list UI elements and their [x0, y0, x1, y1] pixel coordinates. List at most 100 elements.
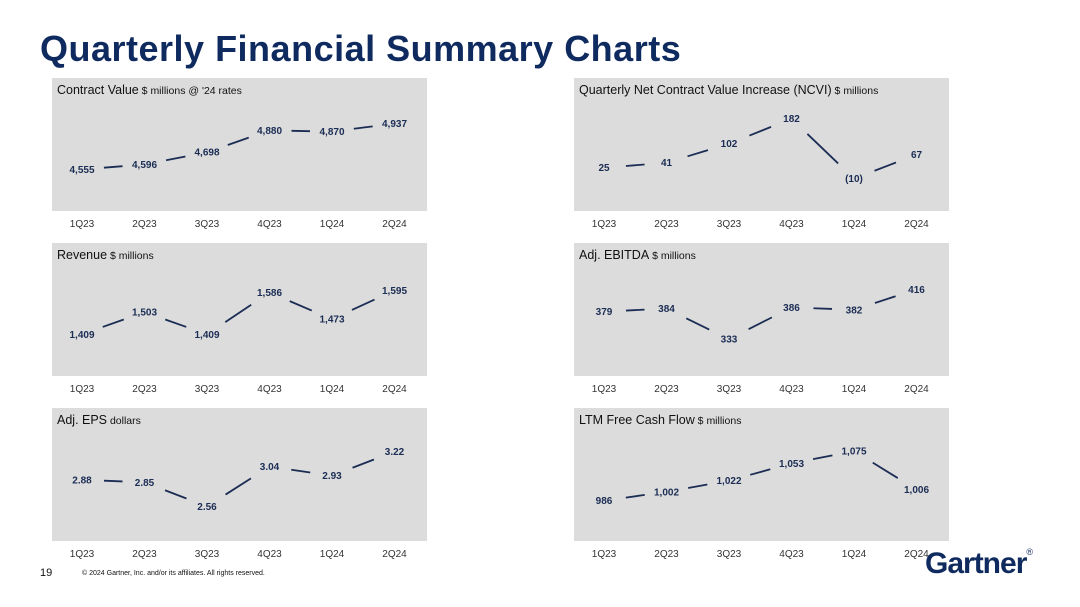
- chart-unit-text: $ millions: [694, 415, 742, 427]
- line-plot: 379 384 333 386 382 416: [596, 285, 926, 346]
- series-line-segment: [625, 494, 645, 499]
- x-tick-label: 4Q23: [257, 219, 282, 230]
- series-line-segment: [812, 454, 833, 461]
- series-line-segment: [625, 308, 645, 312]
- x-tick-label: 1Q24: [841, 549, 867, 560]
- data-label: 4,596: [132, 160, 157, 171]
- x-tick-label: 1Q24: [319, 219, 345, 230]
- chart-title-text: LTM Free Cash Flow: [579, 413, 695, 427]
- line-plot: 2.88 2.85 2.56 3.04 2.93 3.22: [72, 447, 404, 513]
- chart-unit-text: $ millions: [649, 250, 696, 262]
- data-label: 1,075: [841, 447, 866, 458]
- chart-panel-revenue: Revenue $ millions 1,409 1,503 1,409 1,586 1,…: [52, 243, 427, 376]
- chart-title-text: Adj. EPS: [57, 413, 108, 427]
- logo-text: Gartner: [925, 547, 1027, 580]
- series-line-segment: [749, 126, 772, 137]
- x-tick-label: 4Q23: [779, 549, 804, 560]
- series-line-segment: [164, 318, 187, 328]
- copyright-notice: © 2024 Gartner, Inc. and/or its affiliat…: [82, 570, 265, 577]
- x-tick-label: 4Q23: [257, 384, 282, 395]
- series-line-segment: [103, 165, 123, 169]
- series-line-segment: [289, 300, 313, 312]
- x-tick-label: 4Q23: [779, 384, 804, 395]
- chart-panel-quarterly-net-contract-value-increase-ncvi: Quarterly Net Contract Value Increase (N…: [574, 78, 949, 211]
- data-label: (10): [845, 174, 863, 185]
- x-tick-label: 2Q23: [132, 549, 157, 560]
- x-tick-label: 2Q24: [382, 219, 407, 230]
- chart-unit-text: $ millions: [107, 250, 154, 262]
- x-tick-label: 3Q23: [716, 384, 742, 395]
- x-tick-label: 3Q23: [194, 384, 220, 395]
- page-number: 19: [40, 567, 53, 579]
- x-tick-label: 1Q24: [319, 549, 345, 560]
- x-tick-label: 1Q24: [319, 384, 345, 395]
- chart-title: Adj. EPS dollars: [57, 413, 141, 427]
- logo-registered-mark: ®: [1026, 547, 1033, 557]
- slide-title: Quarterly Financial Summary Charts: [40, 28, 682, 69]
- series-line-segment: [224, 303, 252, 323]
- x-tick-label: 2Q24: [904, 549, 929, 560]
- data-label: 416: [908, 285, 925, 296]
- data-label: 3.04: [260, 462, 280, 473]
- chart-title-text: Quarterly Net Contract Value Increase (N…: [579, 83, 832, 97]
- series-line-segment: [748, 316, 773, 331]
- chart-panel-contract-value: Contract Value $ millions @ '24 rates 4,5…: [52, 78, 427, 211]
- line-plot: 986 1,002 1,022 1,053 1,075 1,006: [596, 447, 930, 508]
- series-line-segment: [749, 468, 771, 476]
- x-tick-label: 3Q23: [716, 549, 742, 560]
- series-line-segment: [102, 318, 125, 328]
- x-tick-label: 4Q23: [257, 549, 282, 560]
- series-line-segment: [625, 163, 645, 167]
- series-line-segment: [227, 136, 250, 146]
- data-label: 1,053: [779, 459, 804, 470]
- chart-title: LTM Free Cash Flow $ millions: [579, 413, 741, 427]
- data-label: 379: [596, 307, 613, 318]
- data-label: 1,006: [904, 485, 929, 496]
- series-line-segment: [291, 468, 311, 474]
- data-label: 4,937: [382, 119, 407, 130]
- data-label: 182: [783, 114, 800, 125]
- series-line-segment: [688, 483, 708, 489]
- series-line-segment: [225, 477, 252, 496]
- data-label: 4,870: [319, 127, 344, 138]
- data-label: 4,555: [69, 165, 94, 176]
- x-tick-label: 3Q23: [194, 549, 220, 560]
- data-label: 2.56: [197, 502, 217, 513]
- x-tick-label: 2Q24: [382, 384, 407, 395]
- data-label: 2.93: [322, 471, 342, 482]
- x-tick-label: 2Q24: [904, 384, 929, 395]
- chart-unit-text: $ millions @ '24 rates: [138, 85, 242, 97]
- data-label: 386: [783, 303, 800, 314]
- data-label: 67: [911, 150, 923, 161]
- data-label: 41: [661, 158, 673, 169]
- series-line-segment: [164, 489, 187, 500]
- chart-unit-text: dollars: [107, 415, 141, 427]
- x-tick-label: 1Q24: [841, 219, 867, 230]
- data-label: 333: [721, 335, 738, 346]
- chart-title-text: Adj. EBITDA: [579, 248, 650, 262]
- data-label: 384: [658, 304, 675, 315]
- series-line-segment: [872, 461, 899, 479]
- chart-title-text: Contract Value: [57, 83, 139, 97]
- series-line-segment: [874, 295, 896, 304]
- chart-panel-ltm-free-cash-flow: LTM Free Cash Flow $ millions 986 1,002 1,0…: [574, 408, 949, 541]
- series-line-segment: [874, 161, 897, 172]
- x-tick-label: 1Q23: [69, 549, 95, 560]
- x-tick-label: 2Q23: [132, 384, 157, 395]
- x-tick-label: 2Q23: [132, 219, 157, 230]
- chart-title: Quarterly Net Contract Value Increase (N…: [579, 83, 878, 97]
- chart-title: Adj. EBITDA $ millions: [579, 248, 696, 262]
- series-line-segment: [351, 298, 375, 311]
- data-label: 1,002: [654, 487, 679, 498]
- x-tick-label: 1Q23: [591, 549, 617, 560]
- data-label: 1,022: [716, 476, 741, 487]
- chart-unit-text: $ millions: [831, 85, 879, 97]
- x-tick-label: 2Q23: [654, 384, 679, 395]
- x-tick-label: 4Q23: [779, 219, 804, 230]
- data-label: 1,409: [69, 330, 94, 341]
- x-tick-label: 2Q24: [904, 219, 929, 230]
- x-tick-label: 3Q23: [716, 219, 742, 230]
- data-label: 102: [721, 139, 738, 150]
- chart-panel-adj-ebitda: Adj. EBITDA $ millions 379 384 333 386 382 416: [574, 243, 949, 376]
- data-label: 1,503: [132, 308, 157, 319]
